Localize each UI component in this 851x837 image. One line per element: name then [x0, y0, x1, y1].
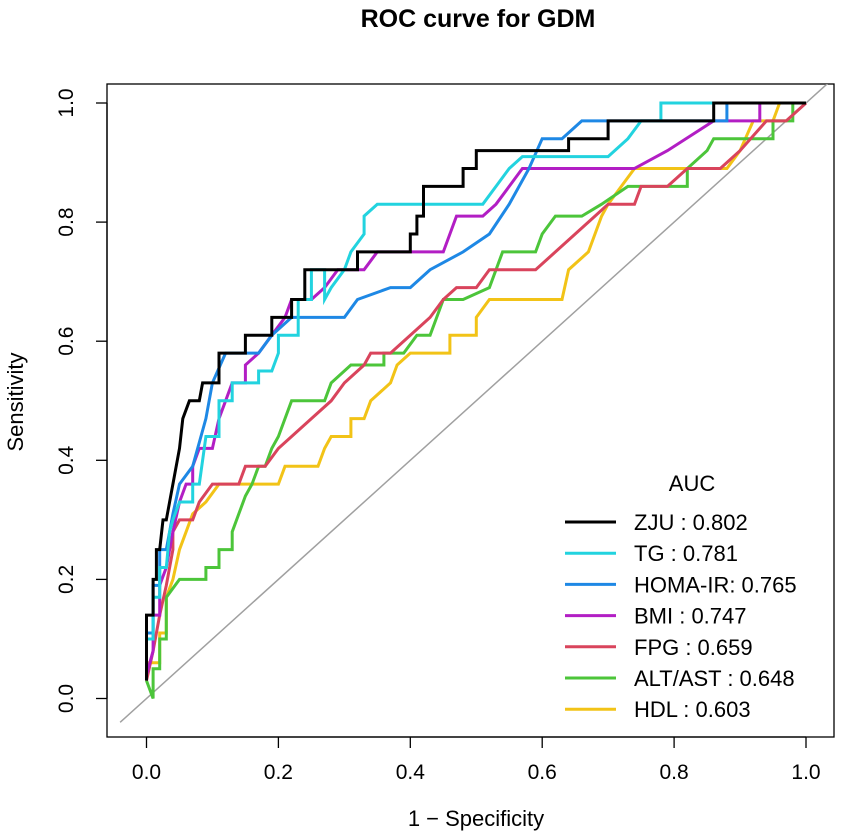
- y-tick-label: 0.2: [55, 565, 78, 594]
- y-axis-label: Sensitivity: [3, 352, 28, 451]
- legend-label-fpg: FPG : 0.659: [634, 635, 753, 660]
- roc-curve-bmi: [145, 101, 806, 676]
- legend-label-tg: TG : 0.781: [634, 541, 738, 566]
- legend-title: AUC: [669, 471, 716, 496]
- legend: AUC ZJU : 0.802 TG : 0.781 HOMA-IR: 0.765 B…: [565, 471, 797, 722]
- reference-diagonal-line: [119, 84, 829, 723]
- x-tick-label: 0.4: [396, 761, 426, 784]
- roc-curve-fpg: [145, 101, 808, 681]
- roc-curve-zju: [145, 101, 806, 681]
- y-axis: 0.0 0.2 0.4 0.6 0.8 1.0: [55, 88, 108, 713]
- legend-label-bmi: BMI : 0.747: [634, 604, 747, 629]
- x-tick-label: 0.6: [528, 761, 557, 784]
- y-tick-label: 1.0: [55, 88, 78, 117]
- roc-curve-tg: [145, 101, 806, 669]
- legend-label-alt-ast: ALT/AST : 0.648: [634, 666, 795, 691]
- plot-area: [119, 84, 829, 723]
- y-tick-label: 0.6: [55, 327, 78, 356]
- roc-curve-hdl: [145, 101, 806, 681]
- x-tick-label: 0.0: [132, 761, 161, 784]
- x-tick-label: 0.8: [659, 761, 688, 784]
- y-tick-label: 0.8: [55, 207, 78, 236]
- x-tick-label: 1.0: [791, 761, 820, 784]
- x-axis-label: 1 − Specificity: [408, 806, 544, 831]
- legend-label-hdl: HDL : 0.603: [634, 697, 751, 722]
- chart-title: ROC curve for GDM: [361, 5, 596, 33]
- legend-label-zju: ZJU : 0.802: [634, 510, 748, 535]
- roc-curve-homa-ir: [145, 101, 806, 663]
- y-tick-label: 0.0: [55, 684, 78, 713]
- x-axis: 0.0 0.2 0.4 0.6 0.8 1.0: [132, 736, 821, 784]
- x-tick-label: 0.2: [264, 761, 293, 784]
- legend-label-homa-ir: HOMA-IR: 0.765: [634, 572, 797, 597]
- y-tick-label: 0.4: [55, 445, 78, 475]
